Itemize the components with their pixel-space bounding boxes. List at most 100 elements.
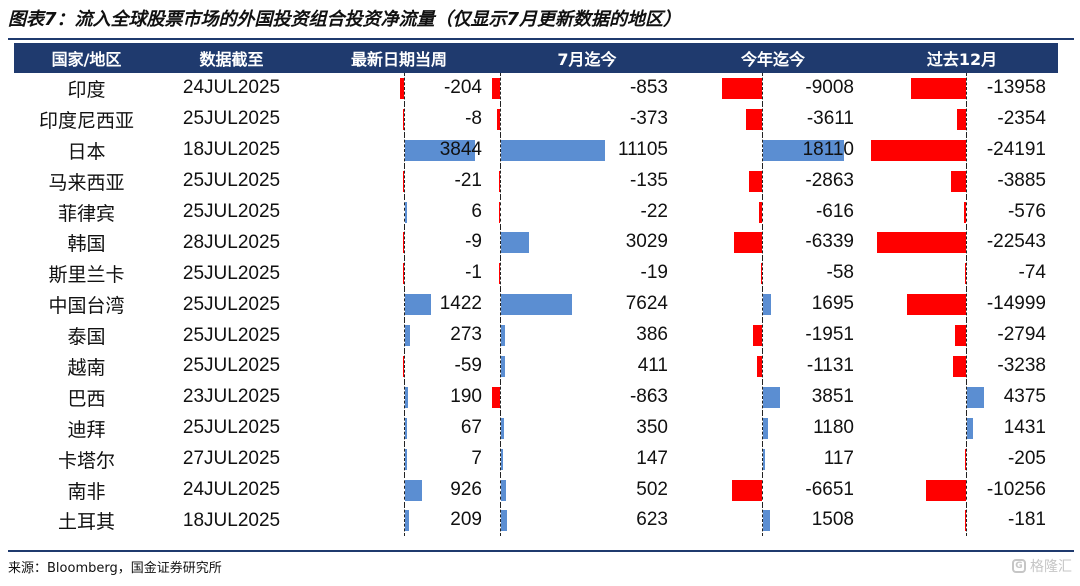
zero-axis-line [500,258,501,290]
zero-axis-line [404,196,405,228]
zero-axis-line [404,227,405,259]
last-12-months-cell: -14999 [866,289,1058,321]
date-cell: 27JUL2025 [182,448,281,470]
zero-axis-line [404,320,405,352]
month-to-date-bar [492,78,500,99]
month-to-date-bar [501,448,503,470]
month-to-date-cell: 411 [494,351,680,382]
year-to-date-cell: 1180 [680,412,866,444]
zero-axis-line [762,165,763,197]
header-month-to-date: 7月迄今 [494,43,680,73]
last-12-months-cell: -74 [866,258,1058,290]
latest-week-cell: -9 [304,227,494,259]
last-12-months-bar [871,139,966,161]
country-cell: 日本 [67,140,106,163]
last-12-months-bar [955,325,966,347]
year-to-date-bar [732,479,762,501]
country-cell: 泰国 [67,326,106,349]
year-to-date-cell: -6339 [680,227,866,259]
date-cell: 25JUL2025 [182,201,281,222]
latest-week-value: -21 [454,169,482,191]
latest-week-cell: -59 [304,351,494,382]
month-to-date-value: -22 [640,200,668,222]
year-to-date-bar [756,356,762,378]
latest-week-cell: -204 [304,73,494,104]
year-to-date-bar [753,325,762,347]
country-cell: 卡塔尔 [57,449,115,472]
month-to-date-bar [501,356,505,378]
header-date: 数据截至 [159,43,304,73]
latest-week-value: 6 [471,200,482,222]
zero-axis-line [500,165,501,197]
latest-week-bar [405,448,407,470]
month-to-date-cell: -863 [491,381,680,413]
country-cell: 菲律宾 [57,202,115,225]
header-last-12-months: 过去12月 [866,43,1058,73]
last-12-months-bar [950,170,966,192]
latest-week-cell: -1 [304,258,494,290]
header-country: 国家/地区 [14,43,159,73]
latest-week-bar [405,325,410,347]
latest-week-value: -8 [465,107,482,129]
year-to-date-value: 3851 [811,385,854,407]
country-cell: 马来西亚 [48,171,125,194]
year-to-date-bar [763,386,781,408]
zero-axis-line [966,196,967,228]
month-to-date-bar [498,263,500,285]
zero-axis-line [966,258,967,290]
zero-axis-line [762,443,763,475]
year-to-date-cell: 18110 [680,134,866,166]
zero-axis-line [966,103,967,135]
latest-week-cell: 7 [304,443,494,475]
month-to-date-cell: -135 [494,165,680,197]
last-12-months-bar [956,108,966,130]
zero-axis-line [404,412,405,444]
last-12-months-value: -24191 [986,138,1046,160]
bottom-divider [8,550,1074,552]
latest-week-bar [405,201,407,223]
country-cell: 越南 [67,356,106,379]
table-row: 菲律宾 25JUL2025 6 -22 -616 -576 [14,196,1058,228]
month-to-date-bar [501,479,506,501]
last-12-months-cell: -576 [866,196,1058,228]
table-row: 斯里兰卡 25JUL2025 -1 -19 -58 -74 [14,258,1058,290]
latest-week-bar [402,108,404,130]
month-to-date-cell: 502 [494,474,680,506]
zero-axis-line [500,443,501,475]
last-12-months-value: -14999 [986,293,1046,315]
latest-week-value: 926 [450,478,482,500]
latest-week-value: -204 [443,77,482,98]
year-to-date-value: 1695 [811,293,854,315]
year-to-date-value: -6651 [805,478,854,500]
month-to-date-value: 623 [636,509,668,531]
country-cell: 中国台湾 [48,295,125,318]
month-to-date-cell: 623 [494,505,680,537]
title-divider [8,38,1074,40]
latest-week-cell: -8 [304,103,494,135]
year-to-date-bar [749,170,762,192]
year-to-date-bar [759,201,762,223]
last-12-months-value: -22543 [986,231,1046,253]
month-to-date-cell: 11105 [494,134,680,166]
last-12-months-bar [964,263,966,285]
year-to-date-bar [763,294,771,316]
last-12-months-value: -3885 [997,169,1046,191]
zero-axis-line [966,289,967,321]
year-to-date-bar [733,232,762,254]
latest-week-cell: 1422 [304,289,494,321]
zero-axis-line [966,381,967,413]
month-to-date-bar [496,108,500,130]
month-to-date-value: 11105 [617,138,668,160]
year-to-date-value: -1131 [806,355,854,377]
zero-axis-line [762,258,763,290]
zero-axis-line [762,505,763,537]
month-to-date-bar [501,139,605,161]
last-12-months-cell: -2354 [866,103,1058,135]
year-to-date-value: -9008 [805,77,854,98]
country-cell: 韩国 [67,233,106,256]
year-to-date-value: 1180 [813,416,854,438]
zero-axis-line [762,351,763,382]
zero-axis-line [762,134,763,166]
year-to-date-value: -2863 [805,169,854,191]
zero-axis-line [966,227,967,259]
